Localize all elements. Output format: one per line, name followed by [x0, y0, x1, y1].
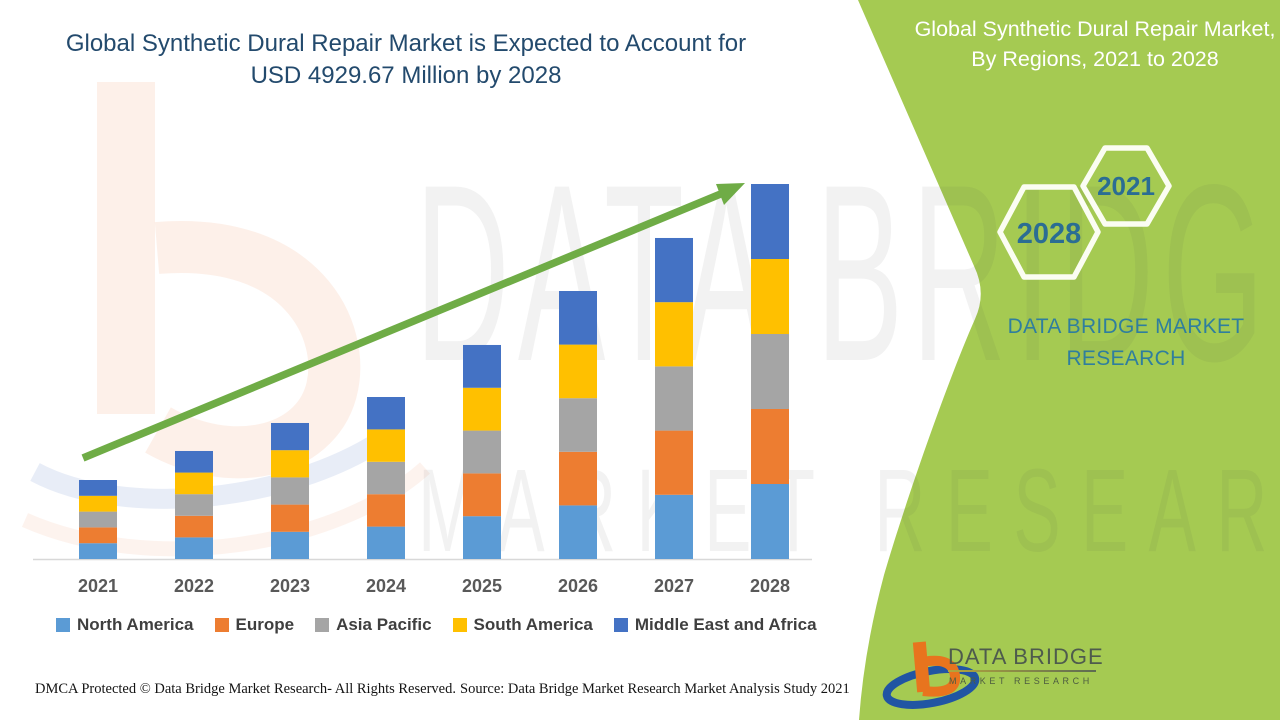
legend-label: South America [473, 615, 593, 634]
bar-segment [751, 484, 789, 559]
bar-segment [79, 527, 117, 544]
bar-2022 [175, 450, 213, 559]
bar-segment [751, 184, 789, 260]
bar-2021 [79, 479, 117, 559]
bar-2025 [463, 344, 501, 559]
bar-segment [175, 472, 213, 495]
bar-segment [751, 334, 789, 410]
x-tick-label: 2022 [174, 576, 214, 596]
bar-segment [463, 387, 501, 431]
bar-segment [655, 302, 693, 367]
stacked-bar-chart: 2021 2022 2023 2024 2025 2026 2027 2028 [33, 183, 812, 596]
bar-segment [559, 505, 597, 559]
bar-segment [751, 259, 789, 335]
chart-title-line2: USD 4929.67 Million by 2028 [250, 62, 562, 89]
bar-segment [655, 237, 693, 303]
bar-segment [271, 477, 309, 505]
x-tick-label: 2028 [750, 576, 790, 596]
bar-segment [79, 495, 117, 512]
bar-segment [655, 494, 693, 559]
bar-segment [175, 494, 213, 516]
bar-segment [559, 398, 597, 452]
bar-2027 [655, 237, 693, 559]
bar-segment [271, 422, 309, 451]
bar-segment [559, 290, 597, 345]
legend-swatch-icon [214, 618, 229, 632]
dmca-notice: DMCA Protected © Data Bridge Market Rese… [35, 681, 456, 697]
bar-segment [367, 526, 405, 559]
legend-label: North America [77, 615, 194, 634]
legend-label: Asia Pacific [336, 615, 432, 634]
legend-item-middle-east-and-africa: Middle East and Africa [613, 615, 817, 635]
bar-segment [79, 543, 117, 559]
trend-arrow-head-icon [716, 183, 745, 205]
bar-segment [463, 473, 501, 517]
bar-segment [367, 397, 405, 430]
x-tick-label: 2027 [654, 576, 694, 596]
x-tick-label: 2021 [78, 576, 118, 596]
bar-segment [463, 516, 501, 559]
bar-segment [367, 461, 405, 495]
legend-swatch-icon [315, 618, 330, 632]
bar-segment [271, 504, 309, 532]
bar-segment [463, 430, 501, 474]
bar-segment [175, 537, 213, 559]
logo-wordmark-line1: DATA BRIDGE [948, 644, 1104, 669]
bar-segment [79, 479, 117, 496]
bar-2026 [559, 290, 597, 559]
bar-segment [463, 344, 501, 388]
legend-item-asia-pacific: Asia Pacific [315, 615, 432, 635]
green-panel-shape [858, 0, 1280, 720]
trend-arrow-shaft [81, 189, 725, 462]
bar-segment [367, 494, 405, 527]
legend-label: Europe [235, 615, 295, 634]
bar-segment [751, 409, 789, 485]
bar-segment [271, 450, 309, 478]
bar-segment [655, 430, 693, 495]
bar-segment [559, 344, 597, 399]
legend-swatch-icon [613, 618, 628, 632]
x-tick-label: 2026 [558, 576, 598, 596]
legend-swatch-icon [56, 618, 70, 632]
legend-item-north-america: North America [56, 615, 194, 635]
chart-legend: North America Europe Asia Pacific South Ame… [56, 615, 817, 635]
bar-2023 [271, 422, 309, 559]
source-note: Source: Data Bridge Market Research Mark… [460, 681, 850, 697]
legend-item-europe: Europe [214, 615, 295, 635]
chart-title-line1: Global Synthetic Dural Repair Market is … [65, 30, 747, 57]
bar-segment [655, 366, 693, 431]
legend-item-south-america: South America [452, 615, 593, 635]
logo-underline [948, 670, 1096, 672]
x-tick-label: 2025 [462, 576, 502, 596]
bar-segment [175, 450, 213, 473]
logo-wordmark-line2: MARKET RESEARCH [949, 676, 1093, 686]
x-tick-label: 2024 [366, 576, 406, 596]
legend-swatch-icon [452, 618, 467, 632]
chart-title: Global Synthetic Dural Repair Market is … [40, 28, 772, 92]
bar-segment [79, 511, 117, 528]
bar-segment [367, 429, 405, 462]
bar-segment [559, 451, 597, 506]
x-tick-label: 2023 [270, 576, 310, 596]
bar-2028 [751, 184, 789, 559]
legend-label: Middle East and Africa [634, 615, 817, 634]
bar-segment [271, 531, 309, 559]
bar-segment [175, 515, 213, 538]
bar-2024 [367, 397, 405, 559]
